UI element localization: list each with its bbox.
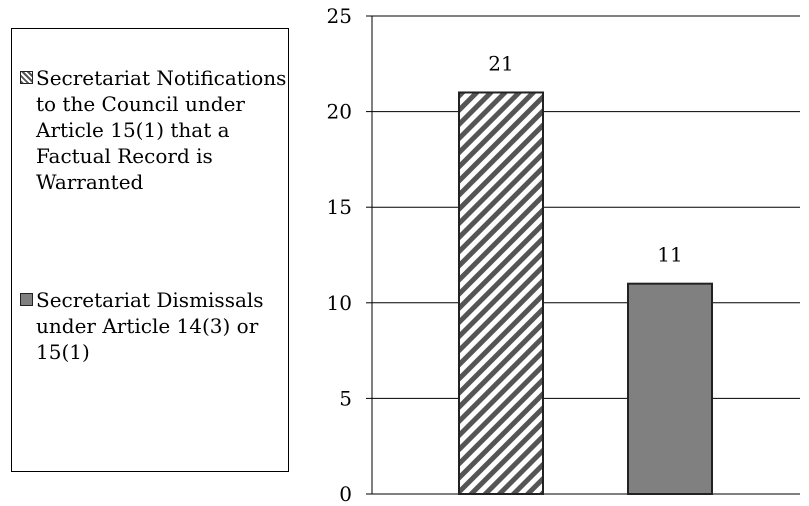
- data-label-2: 11: [657, 243, 682, 267]
- legend-swatch-striped: [20, 71, 33, 84]
- legend-label-notifications: Secretariat Notifications to the Council…: [36, 66, 287, 194]
- legend-item-notifications: Secretariat Notifications to the Council…: [20, 65, 290, 195]
- legend-item-dismissals: Secretariat Dismissals under Article 14(…: [20, 287, 290, 365]
- y-tick-label-5: 5: [339, 386, 352, 410]
- bar-2: [627, 282, 713, 495]
- y-tick-label-15: 15: [327, 195, 352, 219]
- data-label-1: 21: [488, 51, 513, 75]
- bar-1: [458, 91, 544, 495]
- y-tick-label-25: 25: [327, 4, 352, 28]
- y-tick-label-20: 20: [327, 100, 352, 124]
- legend-label-dismissals: Secretariat Dismissals under Article 14(…: [36, 288, 264, 364]
- chart-legend: Secretariat Notifications to the Council…: [11, 28, 289, 472]
- y-tick-label-0: 0: [339, 482, 352, 506]
- legend-swatch-solid: [20, 293, 33, 306]
- y-tick-label-10: 10: [327, 291, 352, 315]
